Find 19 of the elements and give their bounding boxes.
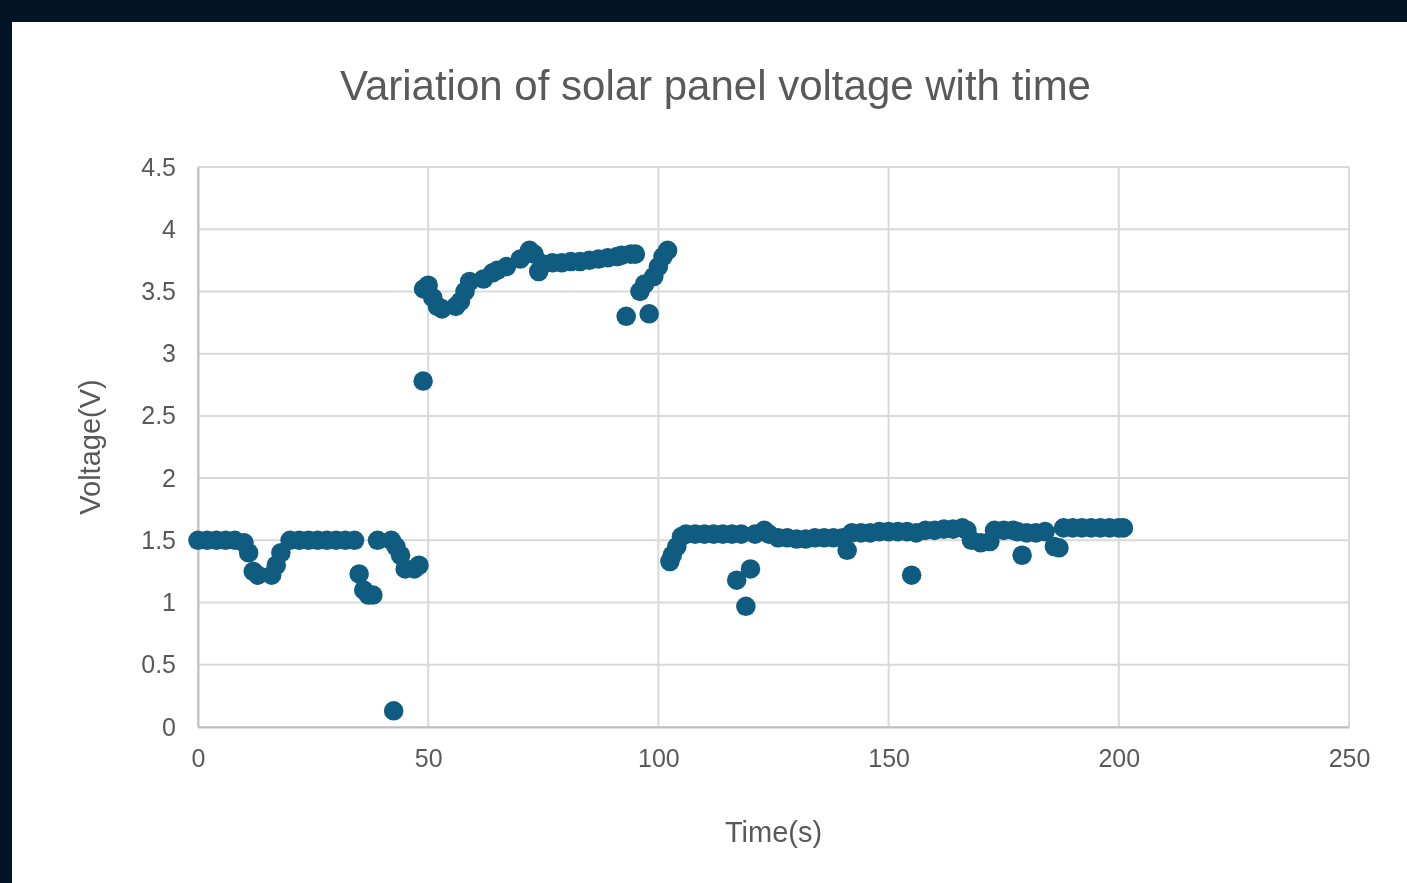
- y-tick-label: 3: [162, 339, 176, 368]
- y-tick-label: 0.5: [141, 650, 176, 679]
- x-tick-label: 250: [1328, 743, 1371, 772]
- x-tick-label: 0: [191, 743, 206, 772]
- y-tick-label: 3.5: [141, 276, 176, 305]
- y-tick-label: 4: [162, 214, 177, 243]
- y-tick-label: 0: [162, 712, 176, 741]
- y-tick-label: 2.5: [141, 401, 176, 430]
- y-tick-label: 1.5: [141, 525, 176, 554]
- y-tick-label: 1: [162, 588, 176, 617]
- x-axis-title: Time(s): [724, 816, 823, 848]
- chart-title: Variation of solar panel voltage with time: [340, 62, 1091, 109]
- x-tick-label: 100: [638, 743, 680, 772]
- x-tick-label: 150: [868, 743, 910, 772]
- y-tick-label: 2: [162, 463, 176, 492]
- x-tick-label: 50: [414, 743, 443, 772]
- y-axis-title: Voltage(V): [74, 379, 106, 515]
- x-tick-label: 200: [1098, 743, 1141, 772]
- y-tick-label: 4.5: [141, 152, 176, 181]
